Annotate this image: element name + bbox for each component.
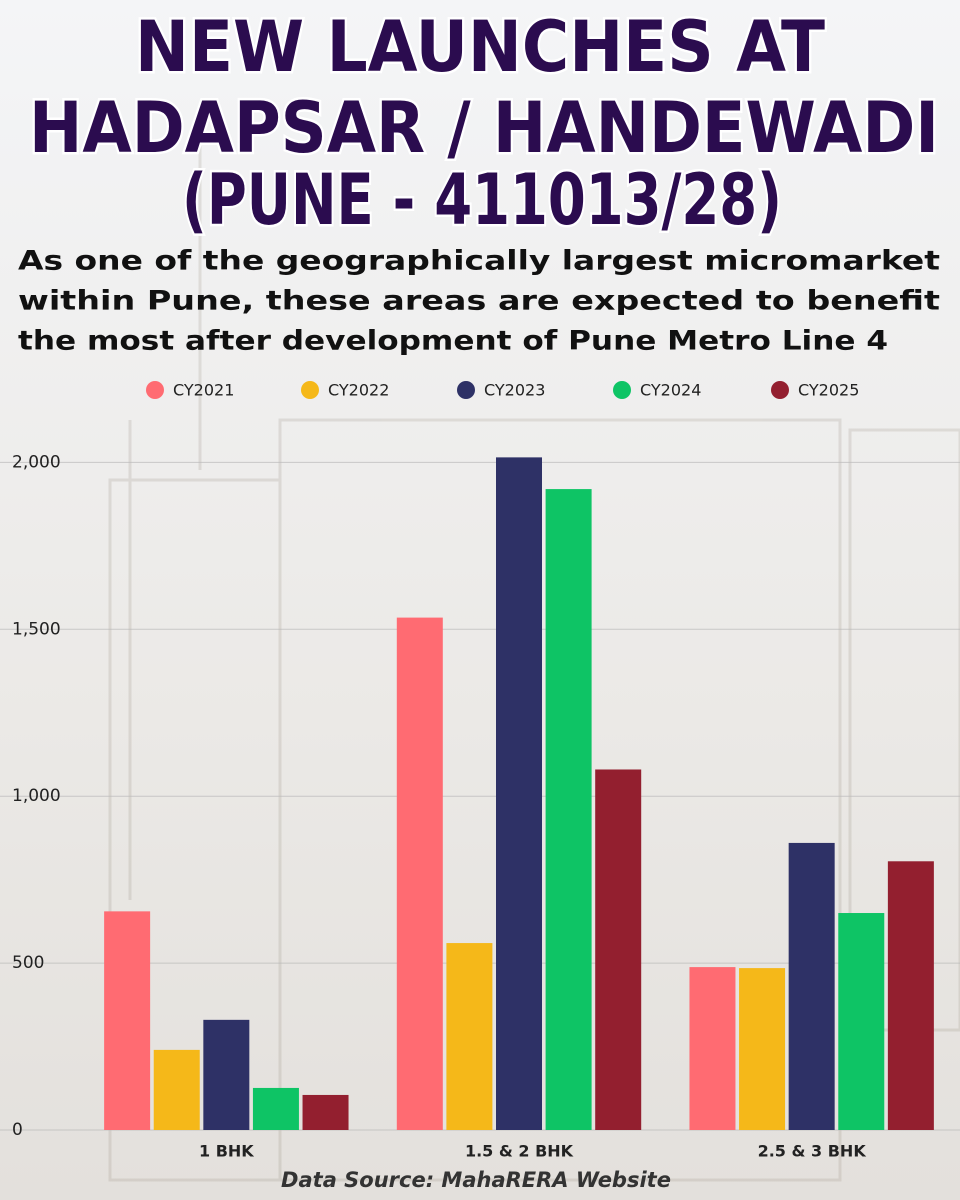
chart-title: (PUNE - 411013/28) [182,159,782,241]
legend-label: CY2024 [640,381,701,400]
bar [252,1087,299,1130]
legend-label: CY2023 [484,381,545,400]
bar [545,489,592,1131]
bar [739,968,786,1130]
y-tick-label: 500 [12,953,44,973]
legend-swatch [613,381,631,399]
x-tick-label: 1.5 & 2 BHK [465,1142,574,1161]
bar [689,967,736,1130]
data-source: Data Source: MahaRERA Website [281,1168,671,1192]
subtitle: As one of the geographically largest mic… [18,246,940,277]
subtitle: the most after development of Pune Metro… [18,326,888,357]
legend-label: CY2022 [328,381,389,400]
bar [446,943,493,1130]
legend-label: CY2025 [798,381,859,400]
bar [838,913,885,1130]
legend-swatch [146,381,164,399]
bar [153,1049,200,1130]
bar [302,1094,349,1130]
bar [203,1019,250,1130]
y-tick-label: 1,500 [12,619,61,639]
bar [104,911,151,1130]
bar [788,842,835,1130]
y-tick-label: 0 [12,1120,23,1140]
legend-swatch [771,381,789,399]
legend-swatch [301,381,319,399]
y-tick-label: 1,000 [12,786,61,806]
bar [396,617,443,1130]
chart-title: NEW LAUNCHES AT [135,6,825,88]
bar [887,861,934,1130]
subtitle: within Pune, these areas are expected to… [18,286,940,317]
chart-title: HADAPSAR / HANDEWADI [29,87,939,169]
x-tick-label: 1 BHK [199,1142,254,1161]
x-tick-label: 2.5 & 3 BHK [758,1142,867,1161]
legend-swatch [457,381,475,399]
y-tick-label: 2,000 [12,452,61,472]
bar [496,457,542,1131]
bar [595,769,642,1130]
legend-label: CY2021 [173,381,234,400]
